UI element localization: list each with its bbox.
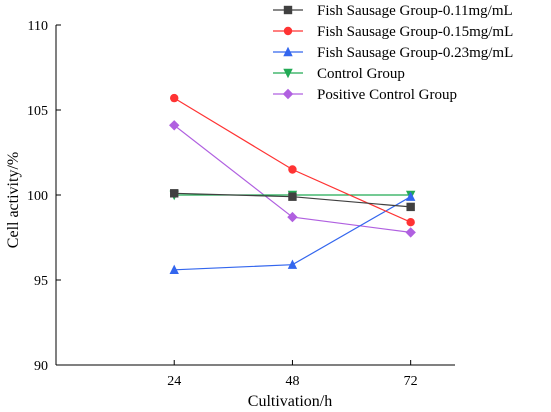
data-point (288, 192, 297, 201)
series-1 (170, 189, 415, 212)
y-tick-label: 95 (34, 274, 48, 289)
series-3 (169, 191, 416, 274)
legend-item: Control Group (273, 66, 405, 82)
series-line (174, 196, 411, 271)
y-ticks: 90 95 100 105 110 (27, 19, 61, 374)
data-point (287, 211, 298, 223)
data-point (405, 191, 416, 201)
series-layer (169, 93, 416, 274)
legend-label: Fish Sausage Group-0.15mg/mL (317, 24, 513, 40)
data-point (170, 93, 179, 103)
legend: Fish Sausage Group-0.11mg/mL Fish Sausage… (273, 3, 513, 103)
data-point (169, 120, 180, 131)
series-5 (169, 120, 416, 238)
data-point (406, 202, 415, 212)
legend-swatch-marker (283, 26, 293, 36)
legend-item: Positive Control Group (273, 87, 457, 103)
legend-swatch-marker (282, 88, 294, 100)
legend-label: Positive Control Group (317, 87, 457, 103)
legend-swatch-marker (283, 68, 293, 79)
legend-swatch-marker (283, 5, 293, 15)
data-point (170, 189, 179, 198)
data-point (405, 227, 416, 238)
data-point (169, 264, 179, 274)
legend-item: Fish Sausage Group-0.23mg/mL (273, 45, 513, 61)
legend-item: Fish Sausage Group-0.11mg/mL (273, 3, 513, 19)
series-2 (170, 93, 415, 227)
x-axis-title: Cultivation/h (248, 393, 332, 410)
x-tick-label: 72 (404, 374, 418, 389)
y-tick-label: 90 (34, 359, 48, 374)
x-tick-label: 24 (167, 374, 181, 389)
data-point (406, 218, 415, 227)
y-tick-label: 105 (27, 104, 48, 119)
x-tick-label: 48 (285, 374, 299, 389)
y-tick-label: 100 (27, 189, 48, 204)
data-point (288, 165, 297, 174)
y-axis-title: Cell activity/% (5, 152, 22, 248)
data-point (287, 259, 298, 269)
y-tick-label: 110 (28, 19, 48, 34)
legend-label: Fish Sausage Group-0.11mg/mL (317, 3, 513, 19)
legend-swatch-marker (283, 46, 293, 57)
legend-label: Fish Sausage Group-0.23mg/mL (317, 45, 513, 61)
x-ticks: 24 48 72 (167, 360, 418, 389)
legend-label: Control Group (317, 66, 405, 82)
legend-item: Fish Sausage Group-0.15mg/mL (273, 24, 513, 40)
